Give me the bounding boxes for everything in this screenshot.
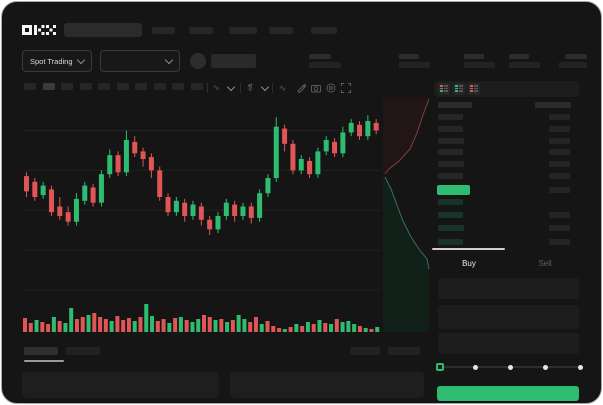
overlay-icon[interactable]: ❡ <box>247 83 254 92</box>
pair-selector-dropdown[interactable] <box>100 50 180 72</box>
book-mode-asks-icon[interactable] <box>468 83 480 95</box>
coin-icon <box>190 53 206 69</box>
last-price-highlight[interactable] <box>437 185 470 195</box>
nav-item[interactable] <box>229 27 257 34</box>
bottom-filter[interactable] <box>388 347 420 355</box>
buy-submit-button[interactable] <box>437 386 579 401</box>
slider-stop[interactable] <box>507 364 513 370</box>
bid-price[interactable] <box>438 225 464 232</box>
bottom-panel-left <box>22 372 219 398</box>
bid-price[interactable] <box>438 199 463 205</box>
book-mode-split-icon[interactable] <box>438 83 450 95</box>
timeframe-button[interactable] <box>24 83 36 90</box>
ask-amount[interactable] <box>549 173 570 179</box>
ask-amount[interactable] <box>549 137 570 144</box>
draw-tool-icon[interactable] <box>296 83 306 93</box>
bid-amount[interactable] <box>549 238 570 245</box>
nav-item[interactable] <box>311 27 337 34</box>
timeframe-button[interactable] <box>172 83 184 90</box>
timeframe-button[interactable] <box>153 83 166 90</box>
ask-price[interactable] <box>438 137 464 144</box>
chevron-down-icon <box>164 55 174 64</box>
timeframe-button[interactable] <box>190 83 203 90</box>
bottom-panel-right <box>230 372 424 398</box>
ask-price[interactable] <box>438 114 463 120</box>
ask-price[interactable] <box>438 149 463 156</box>
ask-amount[interactable] <box>549 125 570 132</box>
active-tab-indicator <box>432 248 505 250</box>
slider-stop[interactable] <box>542 364 548 370</box>
timeframe-button[interactable] <box>98 83 110 90</box>
book-header-amount[interactable] <box>535 102 571 108</box>
ask-price[interactable] <box>438 161 464 168</box>
ask-amount[interactable] <box>549 114 570 120</box>
ask-amount[interactable] <box>549 161 570 168</box>
book-mode-bids-icon[interactable] <box>453 83 465 95</box>
bid-amount[interactable] <box>549 225 570 232</box>
slider-handle[interactable] <box>436 363 444 371</box>
search-input[interactable] <box>64 23 142 37</box>
price-field[interactable] <box>438 278 579 299</box>
bottom-active-tab-indicator <box>24 360 64 362</box>
candle-type-icon[interactable]: ∿ <box>213 83 220 92</box>
ask-amount[interactable] <box>549 149 570 156</box>
total-field[interactable] <box>438 333 579 354</box>
depth-chart[interactable] <box>383 97 430 332</box>
amount-field[interactable] <box>438 305 579 329</box>
tab-buy[interactable]: Buy <box>462 259 476 268</box>
chevron-down-icon[interactable] <box>260 82 270 92</box>
bid-price[interactable] <box>438 212 463 219</box>
timeframe-button[interactable] <box>42 83 55 90</box>
book-header-price[interactable] <box>438 102 472 108</box>
settings-icon[interactable] <box>326 83 336 93</box>
timeframe-button[interactable] <box>135 83 147 90</box>
slider-stop[interactable] <box>472 364 478 370</box>
nav-item[interactable] <box>269 27 293 34</box>
okx-logo <box>22 25 56 35</box>
bid-price[interactable] <box>438 238 463 245</box>
timeframe-button[interactable] <box>116 83 129 90</box>
slider-stop[interactable] <box>577 364 583 370</box>
bottom-tab-history[interactable] <box>66 347 100 355</box>
market-type-label: Spot Trading <box>30 56 73 66</box>
last-price-value <box>211 54 256 68</box>
tab-sell[interactable]: Sell <box>538 259 552 268</box>
ask-price[interactable] <box>438 173 463 179</box>
market-type-dropdown[interactable]: Spot Trading <box>22 50 92 72</box>
timeframe-button[interactable] <box>79 83 92 90</box>
bottom-filter[interactable] <box>350 347 380 355</box>
chevron-down-icon[interactable] <box>226 82 236 92</box>
ask-price[interactable] <box>438 125 463 132</box>
chevron-down-icon <box>76 55 86 64</box>
nav-item[interactable] <box>152 27 175 34</box>
screenshot-camera-icon[interactable] <box>311 83 321 93</box>
indicator-icon[interactable]: ∿ <box>279 83 287 93</box>
bid-amount[interactable] <box>549 212 570 219</box>
nav-item[interactable] <box>189 27 213 34</box>
bottom-tab-orders[interactable] <box>24 347 58 355</box>
candlestick-chart[interactable] <box>22 102 380 334</box>
last-price-amount[interactable] <box>549 187 570 193</box>
timeframe-button[interactable] <box>61 83 73 90</box>
fullscreen-icon[interactable] <box>341 83 351 93</box>
